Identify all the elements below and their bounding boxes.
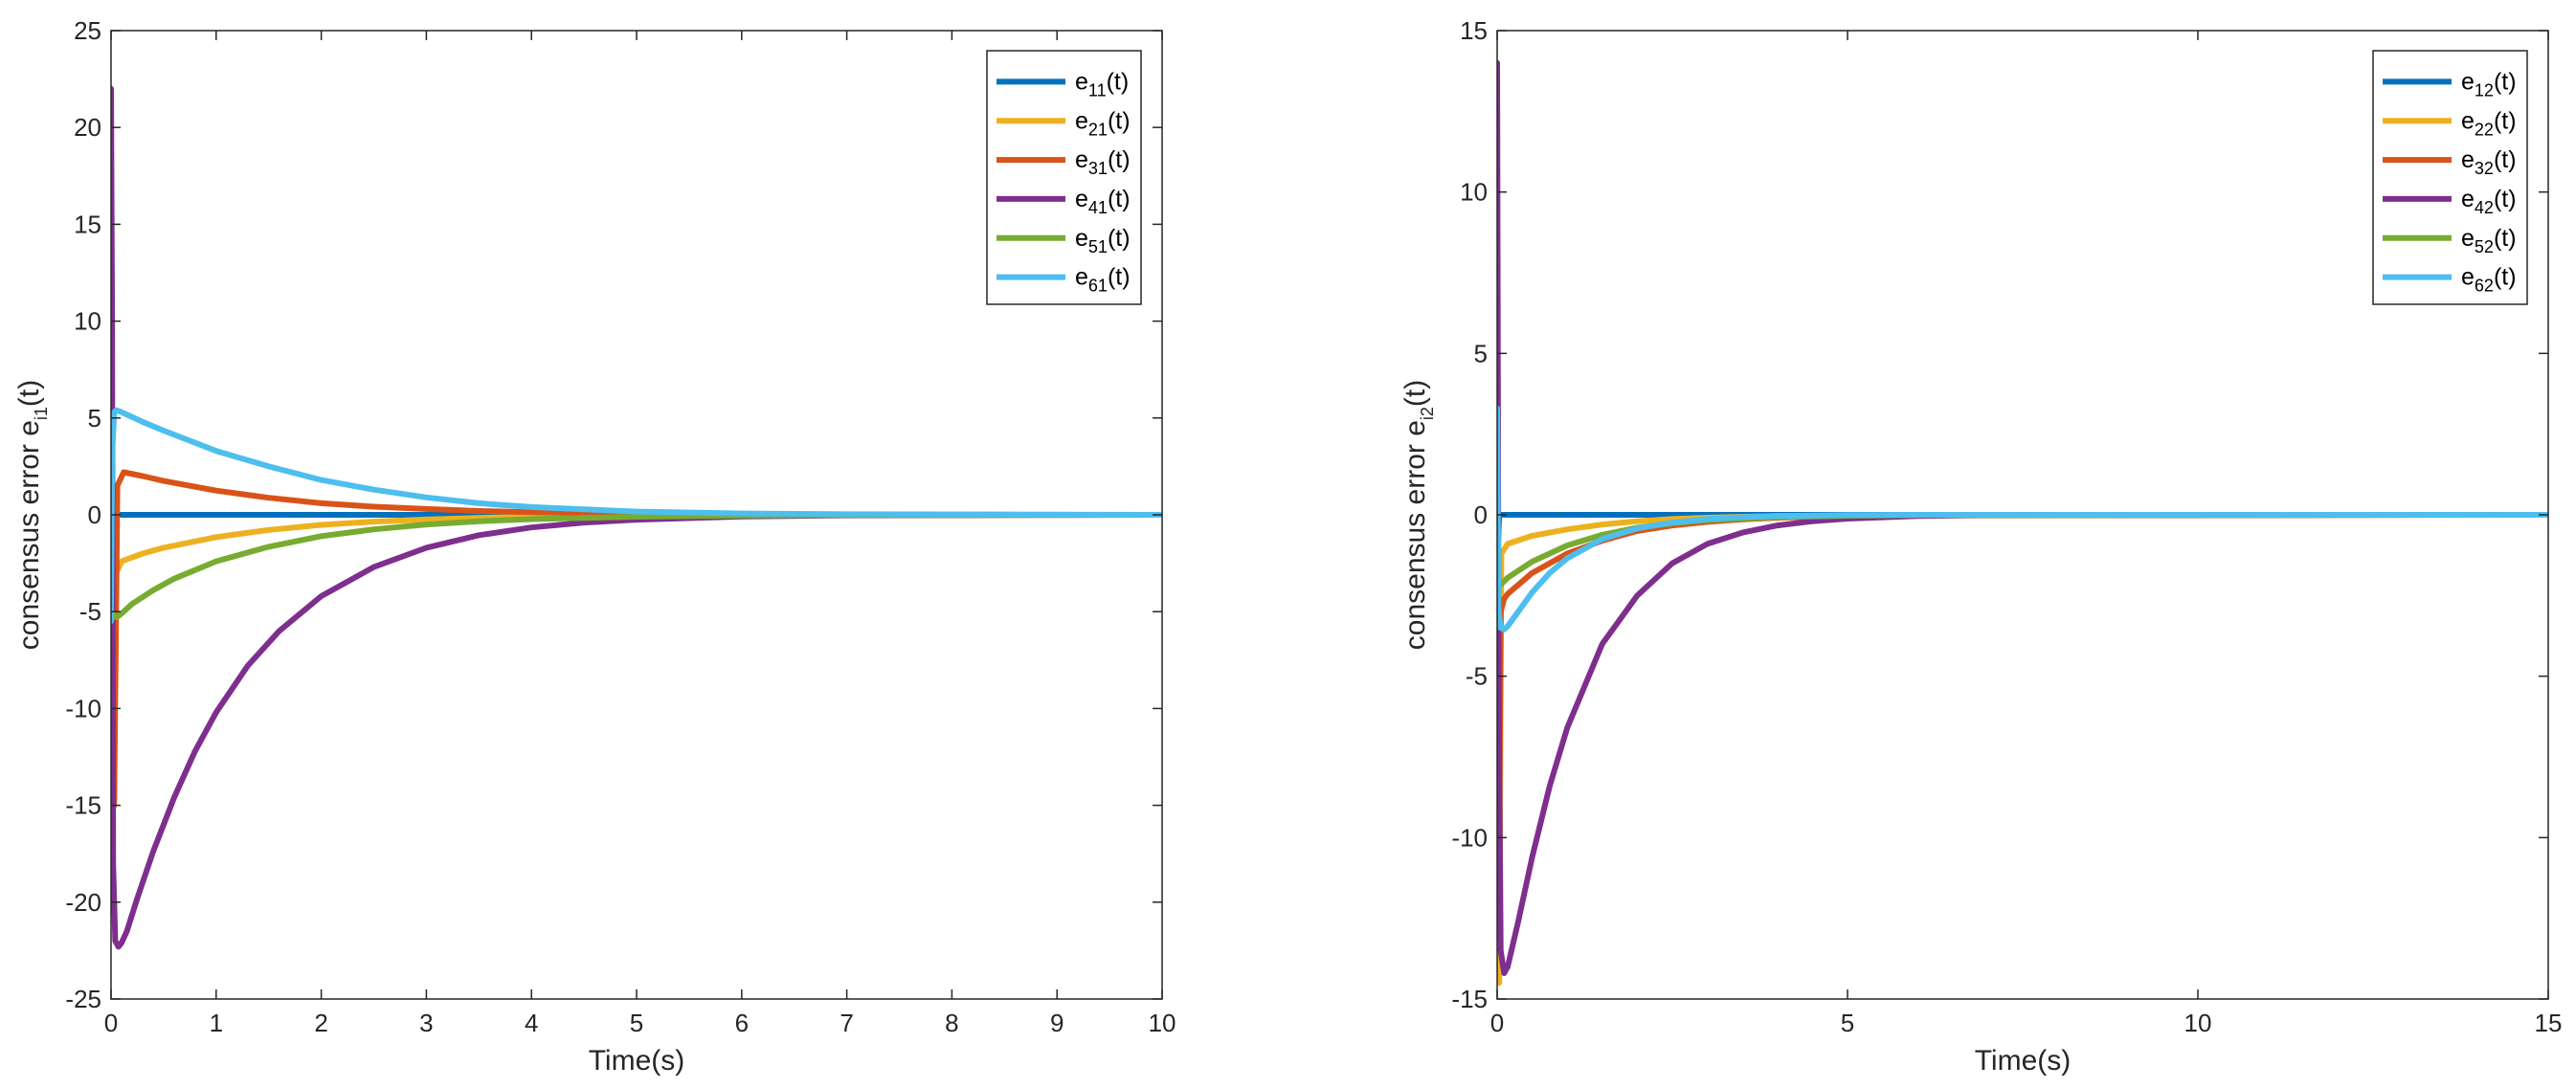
x-tick-label: 5 (630, 1009, 643, 1037)
legend-label-e62: e62(t) (2461, 264, 2517, 296)
y-tick-label: 5 (88, 404, 101, 433)
legend-label-e51: e51(t) (1075, 225, 1131, 256)
legend-label-e61: e61(t) (1075, 264, 1131, 296)
y-tick-label: -15 (1451, 985, 1488, 1013)
x-tick-label: 15 (2535, 1009, 2563, 1037)
chart-panel-left: 0 1 2 3 4 5 6 7 8 9 10 -25 -20 -15 -10 -5 0 5 10 15 20 25 Time… (13, 16, 1176, 1077)
y-axis-label: consensus error ei1(t) (13, 380, 51, 650)
legend-box (2372, 50, 2528, 305)
legend-label-e22: e22(t) (2461, 107, 2517, 139)
y-tick-label: 25 (74, 16, 101, 45)
legend-label-e12: e12(t) (2461, 68, 2517, 100)
y-tick-label: -25 (65, 985, 101, 1013)
series-line-e51 (111, 512, 1162, 621)
y-tick-label: 0 (1474, 500, 1488, 529)
x-tick-label: 10 (2184, 1009, 2212, 1037)
y-tick-label: -20 (65, 888, 101, 917)
y-tick-label: 10 (1460, 178, 1488, 207)
x-tick-label: 9 (1050, 1009, 1064, 1037)
series-line-e61 (111, 407, 1162, 625)
legend-label-e21: e21(t) (1075, 107, 1131, 139)
y-tick-label: 10 (74, 307, 101, 336)
y-tick-label: -10 (1451, 823, 1488, 852)
series-line-e41 (111, 85, 1162, 950)
x-axis-label: Time(s) (589, 1045, 685, 1077)
legend-label-e31: e31(t) (1075, 146, 1131, 178)
x-axis-label: Time(s) (1975, 1045, 2072, 1077)
y-tick-label: 5 (1474, 339, 1488, 367)
y-tick-label: -5 (79, 597, 101, 626)
legend: e11(t) e21(t) e31(t) e41(t) e51(t) e61(t) (986, 50, 1142, 305)
y-tick-label: 15 (1460, 16, 1488, 45)
series-line-e42 (1497, 59, 2548, 976)
x-tick-label: 7 (840, 1009, 853, 1037)
legend-label-e11: e11(t) (1075, 68, 1129, 100)
y-tick-label: 0 (88, 500, 101, 529)
x-tick-label: 3 (419, 1009, 433, 1037)
y-tick-label: -5 (1466, 662, 1488, 691)
chart-panel-right: 0 5 10 15 -15 -10 -5 0 5 10 15 Time(s) consensus err… (1400, 16, 2562, 1077)
y-axis-label: consensus error ei2(t) (1400, 380, 1437, 650)
y-tick-label: -15 (65, 791, 101, 820)
x-tick-label: 6 (735, 1009, 749, 1037)
legend: e12(t) e22(t) e32(t) e42(t) e52(t) e62(t) (2372, 50, 2528, 305)
x-tick-label: 5 (1841, 1009, 1854, 1037)
x-tick-label: 8 (945, 1009, 958, 1037)
x-tick-label: 2 (314, 1009, 327, 1037)
y-tick-label: -10 (65, 694, 101, 722)
x-tick-label: 4 (525, 1009, 538, 1037)
x-tick-label: 0 (104, 1009, 118, 1037)
x-tick-label: 10 (1149, 1009, 1176, 1037)
y-tick-label: 20 (74, 113, 101, 142)
legend-label-e42: e42(t) (2461, 186, 2517, 217)
x-tick-label: 0 (1490, 1009, 1504, 1037)
legend-label-e52: e52(t) (2461, 225, 2517, 256)
legend-box (986, 50, 1142, 305)
y-tick-label: 15 (74, 210, 101, 238)
legend-label-e32: e32(t) (2461, 146, 2517, 178)
x-tick-label: 1 (210, 1009, 223, 1037)
legend-label-e41: e41(t) (1075, 186, 1131, 217)
series-line-e62 (1497, 405, 2548, 633)
